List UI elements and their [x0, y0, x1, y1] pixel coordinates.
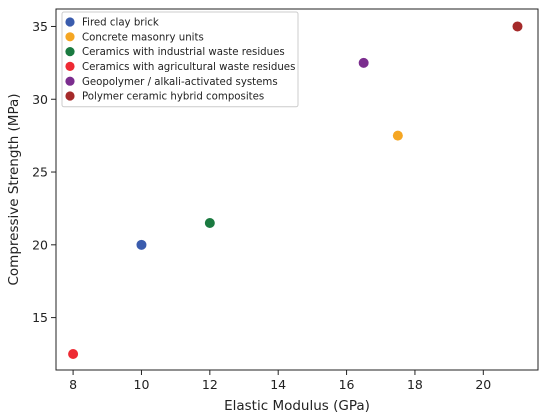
legend-marker: [65, 47, 75, 57]
data-point-3: [68, 348, 79, 359]
data-point-1: [392, 130, 403, 141]
x-tick-label: 12: [202, 377, 218, 392]
y-tick-label: 30: [32, 92, 48, 107]
x-axis-title: Elastic Modulus (GPa): [224, 398, 370, 414]
legend: Fired clay brick Concrete masonry units Ce…: [61, 11, 299, 108]
legend-box: [61, 11, 299, 108]
y-axis: 15 20 25 30 35: [32, 19, 56, 325]
legend-marker: [65, 61, 75, 71]
x-tick-label: 20: [475, 377, 491, 392]
y-tick-label: 15: [32, 310, 48, 325]
y-tick-label: 35: [32, 19, 48, 34]
legend-entry-label: Ceramics with industrial waste residues: [82, 47, 285, 58]
data-point-0: [136, 239, 147, 250]
legend-entry-label: Concrete masonry units: [82, 32, 204, 43]
legend-marker: [65, 32, 75, 42]
data-point-4: [358, 57, 369, 68]
y-axis-title: Compressive Strength (MPa): [6, 93, 22, 285]
data-point-2: [204, 217, 215, 228]
legend-entry-label: Fired clay brick: [82, 18, 159, 29]
x-tick-label: 18: [407, 377, 423, 392]
plot-frame: [55, 8, 539, 371]
legend-marker: [65, 17, 75, 27]
legend-marker: [65, 91, 75, 101]
legend-marker: [65, 76, 75, 86]
data-point-5: [512, 21, 523, 32]
x-tick-label: 14: [270, 377, 286, 392]
data-points: [68, 21, 523, 359]
x-tick-label: 16: [339, 377, 355, 392]
y-tick-label: 20: [32, 237, 48, 252]
y-tick-label: 25: [32, 165, 48, 180]
legend-entry-label: Ceramics with agricultural waste residue…: [82, 62, 295, 73]
x-tick-label: 10: [134, 377, 150, 392]
x-tick-label: 8: [69, 377, 77, 392]
x-axis: 8 10 12 14 16 18 20: [69, 370, 491, 392]
legend-entry-label: Geopolymer / alkali-activated systems: [82, 77, 278, 88]
legend-entry-label: Polymer ceramic hybrid composites: [82, 92, 264, 103]
